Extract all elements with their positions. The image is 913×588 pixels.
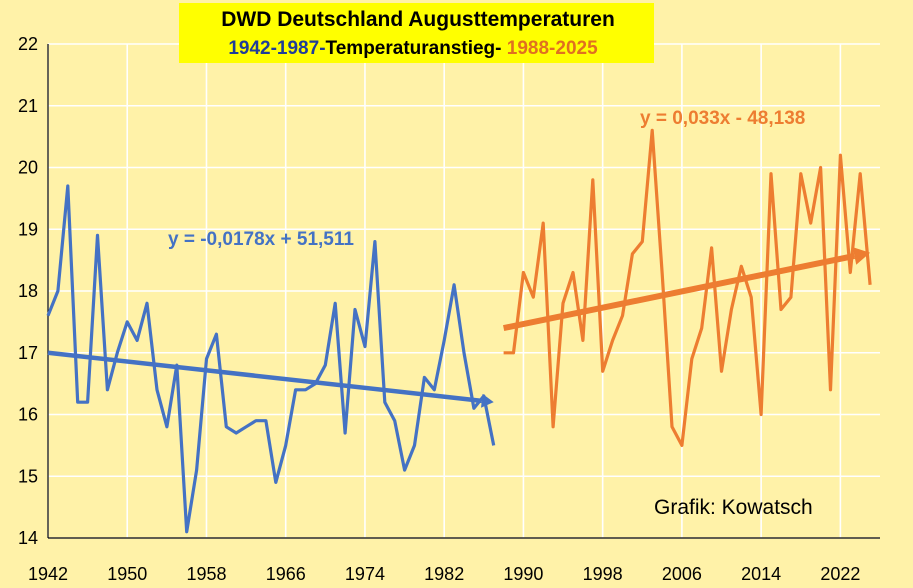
series-lines: [46, 128, 872, 534]
chart-subtitle: 1942-1987-Temperaturanstieg- 1988-2025: [228, 38, 598, 59]
trend-arrowhead-2: [852, 247, 871, 265]
x-tick-label: 2014: [741, 564, 781, 584]
subtitle-part-1: 1942-1987-: [228, 38, 325, 59]
y-tick-label: 18: [18, 281, 38, 301]
x-tick-label: 1982: [424, 564, 464, 584]
y-tick-label: 14: [18, 528, 38, 548]
chart-title: DWD Deutschland Augusttemperaturen: [221, 8, 615, 31]
subtitle-part-2: Temperaturanstieg-: [326, 38, 507, 59]
x-tick-label: 1966: [266, 564, 306, 584]
x-tick-label: 2006: [662, 564, 702, 584]
subtitle-part-3: 1988-2025: [507, 38, 598, 59]
y-tick-label: 21: [18, 96, 38, 116]
y-tick-label: 15: [18, 466, 38, 486]
series-line-1: [46, 184, 496, 534]
y-tick-label: 16: [18, 405, 38, 425]
trend-line-2: [503, 252, 856, 331]
tick-labels: 14 15 16 17 18 19 20 21 22 1942 1950 1958 1966 1974 19…: [18, 34, 860, 584]
axes: [47, 44, 880, 539]
series-line-2: [503, 128, 872, 447]
x-tick-label: 1998: [583, 564, 623, 584]
x-tick-label: 2022: [820, 564, 860, 584]
title-background: [179, 3, 654, 63]
x-tick-label: 1990: [503, 564, 543, 584]
x-tick-label: 1958: [186, 564, 226, 584]
y-tick-label: 17: [18, 343, 38, 363]
trend-equation-1988-2025: y = 0,033x - 48,138: [640, 108, 805, 129]
trend-arrowhead-1: [481, 393, 494, 408]
x-tick-label: 1942: [28, 564, 68, 584]
x-tick-label: 1950: [107, 564, 147, 584]
y-tick-label: 22: [18, 34, 38, 54]
trend-equation-1942-1987: y = -0,0178x + 51,511: [168, 229, 354, 250]
credit-annotation: Grafik: Kowatsch: [654, 496, 813, 519]
trend-line-1: [47, 350, 483, 404]
y-tick-label: 19: [18, 219, 38, 239]
y-tick-label: 20: [18, 158, 38, 178]
x-tick-label: 1974: [345, 564, 385, 584]
trend-lines: [47, 247, 871, 408]
